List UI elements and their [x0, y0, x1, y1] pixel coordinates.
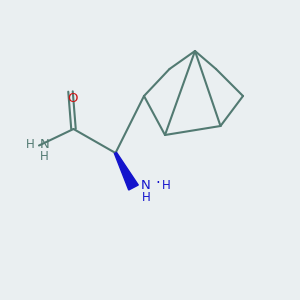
Text: H: H [40, 150, 49, 164]
Text: N: N [40, 138, 49, 151]
Polygon shape [114, 152, 138, 190]
Text: O: O [67, 92, 77, 105]
Text: N: N [141, 178, 151, 192]
Text: H: H [26, 138, 35, 151]
Text: ·: · [156, 176, 161, 191]
Text: H: H [161, 178, 170, 192]
Text: H: H [142, 190, 151, 204]
